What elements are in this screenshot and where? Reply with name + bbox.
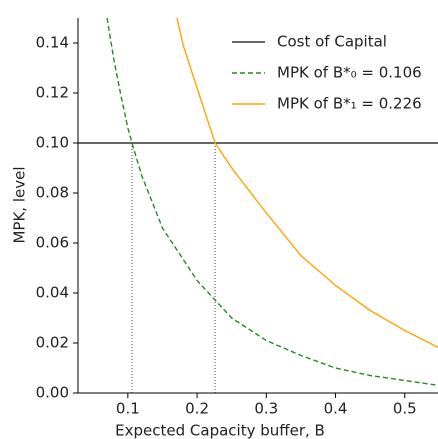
series-line (106, 18, 438, 387)
y-tick-label: 0.00 (36, 384, 69, 402)
x-axis-label: Expected Capacity buffer, B (115, 422, 325, 439)
x-tick-label: 0.1 (116, 400, 140, 418)
y-tick-label: 0.14 (36, 34, 69, 52)
series-line (176, 18, 438, 349)
x-tick-label: 0.3 (254, 400, 278, 418)
legend-label: Cost of Capital (277, 33, 387, 51)
y-axis-label: MPK, level (11, 166, 29, 243)
y-tick-label: 0.10 (36, 134, 69, 152)
x-tick-label: 0.2 (185, 400, 209, 418)
x-tick-label: 0.4 (324, 400, 348, 418)
y-tick-label: 0.06 (36, 234, 69, 252)
y-tick-label: 0.12 (36, 84, 69, 102)
y-tick-label: 0.08 (36, 184, 69, 202)
legend-label: MPK of B*₁ = 0.226 (277, 95, 422, 113)
x-tick-label: 0.5 (393, 400, 417, 418)
legend-label: MPK of B*₀ = 0.106 (277, 64, 422, 82)
y-tick-label: 0.02 (36, 334, 69, 352)
y-tick-label: 0.04 (36, 284, 69, 302)
plot-area (78, 18, 438, 393)
